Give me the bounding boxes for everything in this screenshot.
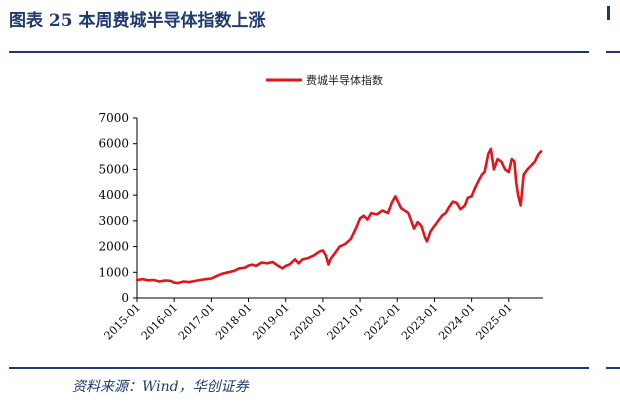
x-tick-label: 2023-01 [399,301,441,343]
adjacent-panel-edge [607,6,614,20]
x-tick-label: 2022-01 [362,301,404,343]
y-tick-label: 1000 [98,265,129,279]
x-tick-label: 2017-01 [176,301,218,343]
y-tick-label: 4000 [98,188,129,202]
x-tick-label: 2021-01 [325,301,367,343]
plot-area [135,147,543,285]
y-tick-label: 0 [121,291,129,305]
axes [136,118,543,299]
adjacent-panel-divider-bottom [606,367,620,369]
x-tick-label: 2019-01 [250,301,292,343]
y-tick-label: 7000 [98,111,129,125]
adjacent-panel-divider [606,51,620,53]
y-tick-label: 6000 [98,137,129,151]
x-tick-label: 2018-01 [213,301,255,343]
source-note: 资料来源：Wind，华创证券 [72,379,249,395]
x-tick-label: 2024-01 [436,301,478,343]
x-tick-label: 2025-01 [473,301,515,343]
figure-title: 图表 25 本周费城半导体指数上涨 [9,11,266,31]
y-tick-label: 5000 [98,162,129,176]
x-tick-label: 2020-01 [287,301,329,343]
title-divider [9,51,589,53]
y-tick-label: 2000 [98,240,129,254]
x-tick-label: 2015-01 [102,301,144,343]
series-line [135,147,543,285]
x-tick-label: 2016-01 [139,301,181,343]
y-tick-label: 3000 [98,214,129,228]
legend: 费城半导体指数 [266,73,383,87]
ticks: 0 1000 2000 3000 4000 5000 6000 7000 2015-012016… [98,111,514,342]
source-divider [9,367,589,369]
legend-label: 费城半导体指数 [306,73,383,87]
